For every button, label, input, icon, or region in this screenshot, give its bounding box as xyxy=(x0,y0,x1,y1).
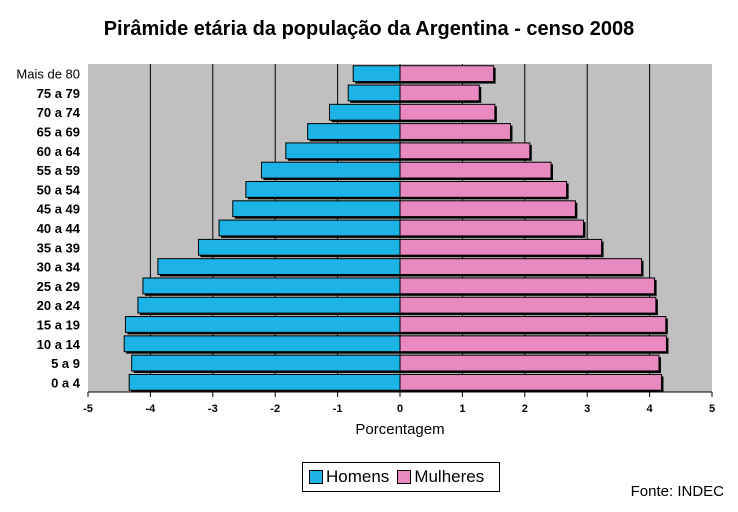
bar-female-3 xyxy=(399,123,511,140)
y-tick-label: 30 a 34 xyxy=(37,260,81,275)
bar-male-16 xyxy=(128,373,401,391)
legend-item-homens: Homens xyxy=(309,467,389,487)
x-tick-label: 5 xyxy=(709,403,715,415)
y-tick-label: 5 a 9 xyxy=(51,356,80,371)
bar-female-16 xyxy=(399,373,662,391)
y-tick-label: 60 a 64 xyxy=(37,144,81,159)
bar-female-6 xyxy=(399,181,568,198)
chart-title: Pirâmide etária da população da Argentin… xyxy=(103,18,635,40)
bar-male-5 xyxy=(260,161,401,179)
x-tick-label: 1 xyxy=(459,403,465,415)
y-tick-label: 50 a 54 xyxy=(37,182,81,197)
y-tick-label: 15 a 19 xyxy=(37,317,80,332)
bar-female-15 xyxy=(399,354,660,372)
bar-female-5 xyxy=(399,161,552,179)
x-tick-label: 2 xyxy=(522,403,528,415)
y-tick-label: 35 a 39 xyxy=(37,240,80,255)
bar-male-3 xyxy=(307,123,401,140)
y-tick-label: 75 a 79 xyxy=(37,86,80,101)
bar-male-11 xyxy=(142,277,401,295)
bar-female-0 xyxy=(399,65,495,83)
y-tick-label: 65 a 69 xyxy=(37,125,80,140)
y-tick-label: 0 a 4 xyxy=(51,375,81,390)
bar-male-4 xyxy=(285,142,401,160)
bar-female-7 xyxy=(399,200,576,218)
bar-male-13 xyxy=(124,316,401,333)
x-tick-label: -3 xyxy=(208,403,218,415)
bar-female-11 xyxy=(399,277,656,295)
x-tick-label: 3 xyxy=(584,403,590,415)
y-tick-label: 25 a 29 xyxy=(37,279,80,294)
y-tick-label: 45 a 49 xyxy=(37,202,80,217)
legend: Homens Mulheres xyxy=(302,462,500,492)
bar-male-14 xyxy=(123,335,401,353)
y-tick-label: 10 a 14 xyxy=(37,337,81,352)
bar-male-6 xyxy=(245,181,401,198)
bar-male-10 xyxy=(157,258,401,275)
bar-male-8 xyxy=(218,219,401,237)
x-tick-label: -2 xyxy=(270,403,280,415)
bar-male-9 xyxy=(197,238,401,256)
legend-label-mulheres: Mulheres xyxy=(414,467,485,486)
y-tick-label: 40 a 44 xyxy=(37,221,81,236)
bar-male-15 xyxy=(131,354,401,372)
x-tick-label: 4 xyxy=(647,403,654,415)
bar-female-4 xyxy=(399,142,531,160)
bar-male-0 xyxy=(352,65,401,83)
x-tick-label: -1 xyxy=(333,403,343,415)
y-tick-label: 20 a 24 xyxy=(37,298,81,313)
legend-item-mulheres: Mulheres xyxy=(397,467,484,487)
bar-female-9 xyxy=(399,238,603,256)
source-note: Fonte: INDEC xyxy=(630,483,724,500)
x-tick-label: -4 xyxy=(146,403,157,415)
x-axis-label: Porcentagem xyxy=(355,421,444,438)
bar-male-12 xyxy=(137,296,401,314)
bar-female-12 xyxy=(399,296,657,314)
bar-male-7 xyxy=(232,200,401,218)
y-tick-label: 55 a 59 xyxy=(37,163,80,178)
x-tick-label: -5 xyxy=(83,403,93,415)
bar-female-1 xyxy=(399,84,480,102)
legend-swatch-mulheres xyxy=(397,470,412,484)
legend-swatch-homens xyxy=(309,470,323,484)
bar-female-14 xyxy=(399,335,667,353)
bar-female-10 xyxy=(399,258,642,275)
bar-male-2 xyxy=(328,103,401,121)
bar-female-13 xyxy=(399,316,667,333)
y-tick-label: Mais de 80 xyxy=(16,67,80,82)
bar-male-1 xyxy=(347,84,401,102)
y-tick-label: 70 a 74 xyxy=(37,105,81,120)
legend-label-homens: Homens xyxy=(326,467,390,486)
bar-female-2 xyxy=(399,103,496,121)
bar-female-8 xyxy=(399,219,584,237)
x-tick-label: 0 xyxy=(397,403,403,415)
